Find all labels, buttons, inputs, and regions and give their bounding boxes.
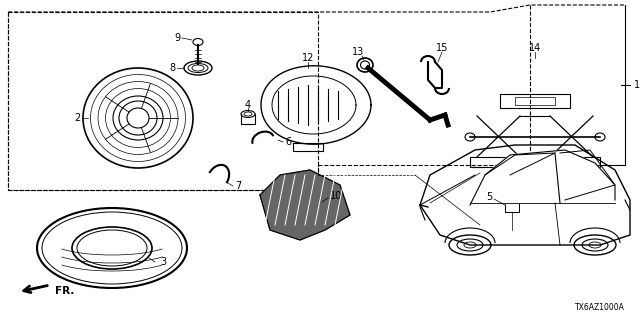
Text: 12: 12 bbox=[302, 53, 314, 63]
Text: FR.: FR. bbox=[55, 286, 74, 296]
Text: 8: 8 bbox=[169, 63, 175, 73]
Bar bbox=[505, 203, 519, 212]
Text: 10: 10 bbox=[330, 191, 342, 201]
Polygon shape bbox=[260, 170, 350, 240]
Ellipse shape bbox=[582, 239, 608, 251]
Text: 15: 15 bbox=[436, 43, 448, 53]
Text: 13: 13 bbox=[352, 47, 364, 57]
Bar bbox=[500, 94, 570, 108]
Text: 2: 2 bbox=[74, 113, 80, 123]
Text: 14: 14 bbox=[529, 43, 541, 53]
Text: 9: 9 bbox=[174, 33, 180, 43]
Text: 5: 5 bbox=[486, 192, 492, 202]
Ellipse shape bbox=[574, 235, 616, 255]
Text: 7: 7 bbox=[235, 181, 241, 191]
Polygon shape bbox=[470, 150, 615, 205]
Text: 6: 6 bbox=[285, 137, 291, 147]
Ellipse shape bbox=[457, 239, 483, 251]
Text: TX6AZ1000A: TX6AZ1000A bbox=[575, 303, 625, 312]
Bar bbox=[470, 157, 600, 167]
Bar bbox=[515, 97, 555, 105]
Text: 3: 3 bbox=[160, 257, 166, 267]
Text: 1: 1 bbox=[634, 80, 640, 90]
Ellipse shape bbox=[449, 235, 491, 255]
Text: 4: 4 bbox=[245, 100, 251, 110]
